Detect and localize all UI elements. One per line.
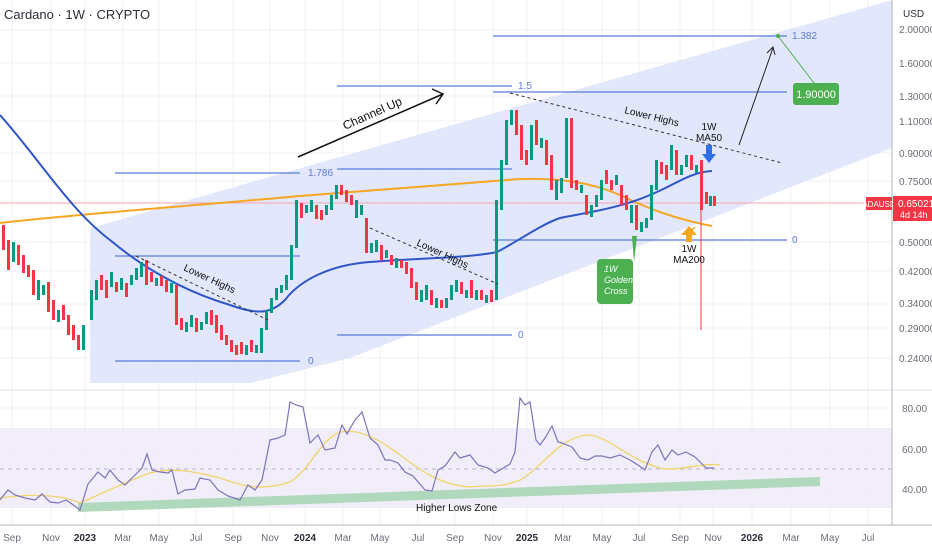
currency-label: USD: [903, 9, 924, 20]
ma200-arrow-icon: [681, 226, 697, 242]
svg-text:2025: 2025: [516, 533, 539, 544]
svg-text:May: May: [150, 533, 169, 544]
svg-text:Mar: Mar: [114, 533, 132, 544]
lower-highs-lines: [135, 92, 783, 321]
svg-text:Sep: Sep: [446, 533, 464, 544]
svg-text:2026: 2026: [741, 533, 764, 544]
svg-text:Jul: Jul: [412, 533, 425, 544]
bar-countdown: 4d 14h: [900, 210, 928, 220]
symbol-tag: ADAUSD: [862, 200, 896, 209]
candlesticks: [2, 110, 716, 355]
svg-text:0.34000: 0.34000: [899, 299, 932, 310]
svg-text:0.75000: 0.75000: [899, 177, 932, 188]
higher-lows-zone: [78, 477, 820, 512]
chart-title: Cardano · 1W · CRYPTO: [4, 7, 151, 22]
svg-text:0.29000: 0.29000: [899, 324, 932, 335]
fib-levels: [115, 35, 787, 362]
svg-text:2023: 2023: [74, 533, 97, 544]
ma50-arrow-icon: [702, 145, 716, 163]
svg-text:1.10000: 1.10000: [899, 117, 932, 128]
ma50-label-line1: 1W: [702, 122, 718, 133]
current-price-value: 0.65021: [898, 199, 932, 210]
svg-text:0.50000: 0.50000: [899, 238, 932, 249]
rsi-ma-line: [0, 430, 721, 504]
svg-text:1W: 1W: [604, 264, 619, 274]
fib-1-top-label: 1.786: [308, 168, 333, 179]
channel-up-label: Channel Up: [341, 94, 405, 133]
svg-text:Sep: Sep: [224, 533, 242, 544]
svg-text:2.00000: 2.00000: [899, 25, 932, 36]
svg-text:Sep: Sep: [671, 533, 689, 544]
svg-text:1.90000: 1.90000: [796, 89, 836, 101]
svg-text:Jul: Jul: [633, 533, 646, 544]
ma50-line: [0, 114, 713, 313]
channel-up-band: [90, 0, 892, 383]
svg-text:80.00: 80.00: [902, 404, 927, 415]
projection-arrow: [738, 34, 815, 146]
svg-text:Jul: Jul: [862, 533, 875, 544]
svg-text:60.00: 60.00: [902, 445, 927, 456]
svg-text:Mar: Mar: [554, 533, 572, 544]
svg-text:Nov: Nov: [484, 533, 502, 544]
svg-text:Nov: Nov: [42, 533, 60, 544]
ma200-label-line1: 1W: [682, 244, 698, 255]
fib-2-bottom-label: 0: [518, 330, 524, 341]
svg-text:1.60000: 1.60000: [899, 59, 932, 70]
svg-text:2024: 2024: [294, 533, 317, 544]
rsi-line: [0, 396, 714, 511]
rsi-axis[interactable]: 80.00 60.00 40.00: [902, 404, 927, 496]
svg-text:Sep: Sep: [3, 533, 21, 544]
ma50-label-line2: MA50: [696, 133, 723, 144]
time-axis[interactable]: Sep Nov 2023 Mar May Jul Sep Nov 2024 Ma…: [3, 533, 874, 544]
svg-text:Jul: Jul: [190, 533, 203, 544]
fib-3-bottom-label: 0: [792, 235, 798, 246]
svg-text:Mar: Mar: [782, 533, 800, 544]
target-price-badge: 1.90000: [793, 83, 839, 105]
svg-text:Cross: Cross: [604, 286, 628, 296]
svg-text:40.00: 40.00: [902, 485, 927, 496]
channel-up-arrow: [297, 88, 445, 158]
fib-labels: 1.786 0 1.5 0 1.382 0: [308, 31, 817, 367]
svg-text:0.24000: 0.24000: [899, 354, 932, 365]
price-axis[interactable]: USD 2.00000 1.60000 1.30000 1.10000 0.90…: [899, 9, 932, 365]
current-price-badge: ADAUSD 0.65021 4d 14h: [862, 196, 932, 221]
svg-text:Nov: Nov: [261, 533, 279, 544]
svg-text:May: May: [821, 533, 840, 544]
ma200-label-line2: MA200: [673, 255, 705, 266]
golden-cross-callout: 1W Golden Cross: [597, 236, 637, 304]
svg-text:Nov: Nov: [704, 533, 722, 544]
svg-text:Mar: Mar: [334, 533, 352, 544]
svg-text:May: May: [371, 533, 390, 544]
fib-1-bottom-label: 0: [308, 356, 314, 367]
svg-text:May: May: [593, 533, 612, 544]
fib-2-top-label: 1.5: [518, 81, 532, 92]
svg-text:1.30000: 1.30000: [899, 92, 932, 103]
fib-3-top-label: 1.382: [792, 31, 817, 42]
svg-text:0.90000: 0.90000: [899, 149, 932, 160]
svg-text:Golden: Golden: [604, 275, 633, 285]
svg-text:0.42000: 0.42000: [899, 267, 932, 278]
higher-lows-label: Higher Lows Zone: [416, 503, 498, 514]
